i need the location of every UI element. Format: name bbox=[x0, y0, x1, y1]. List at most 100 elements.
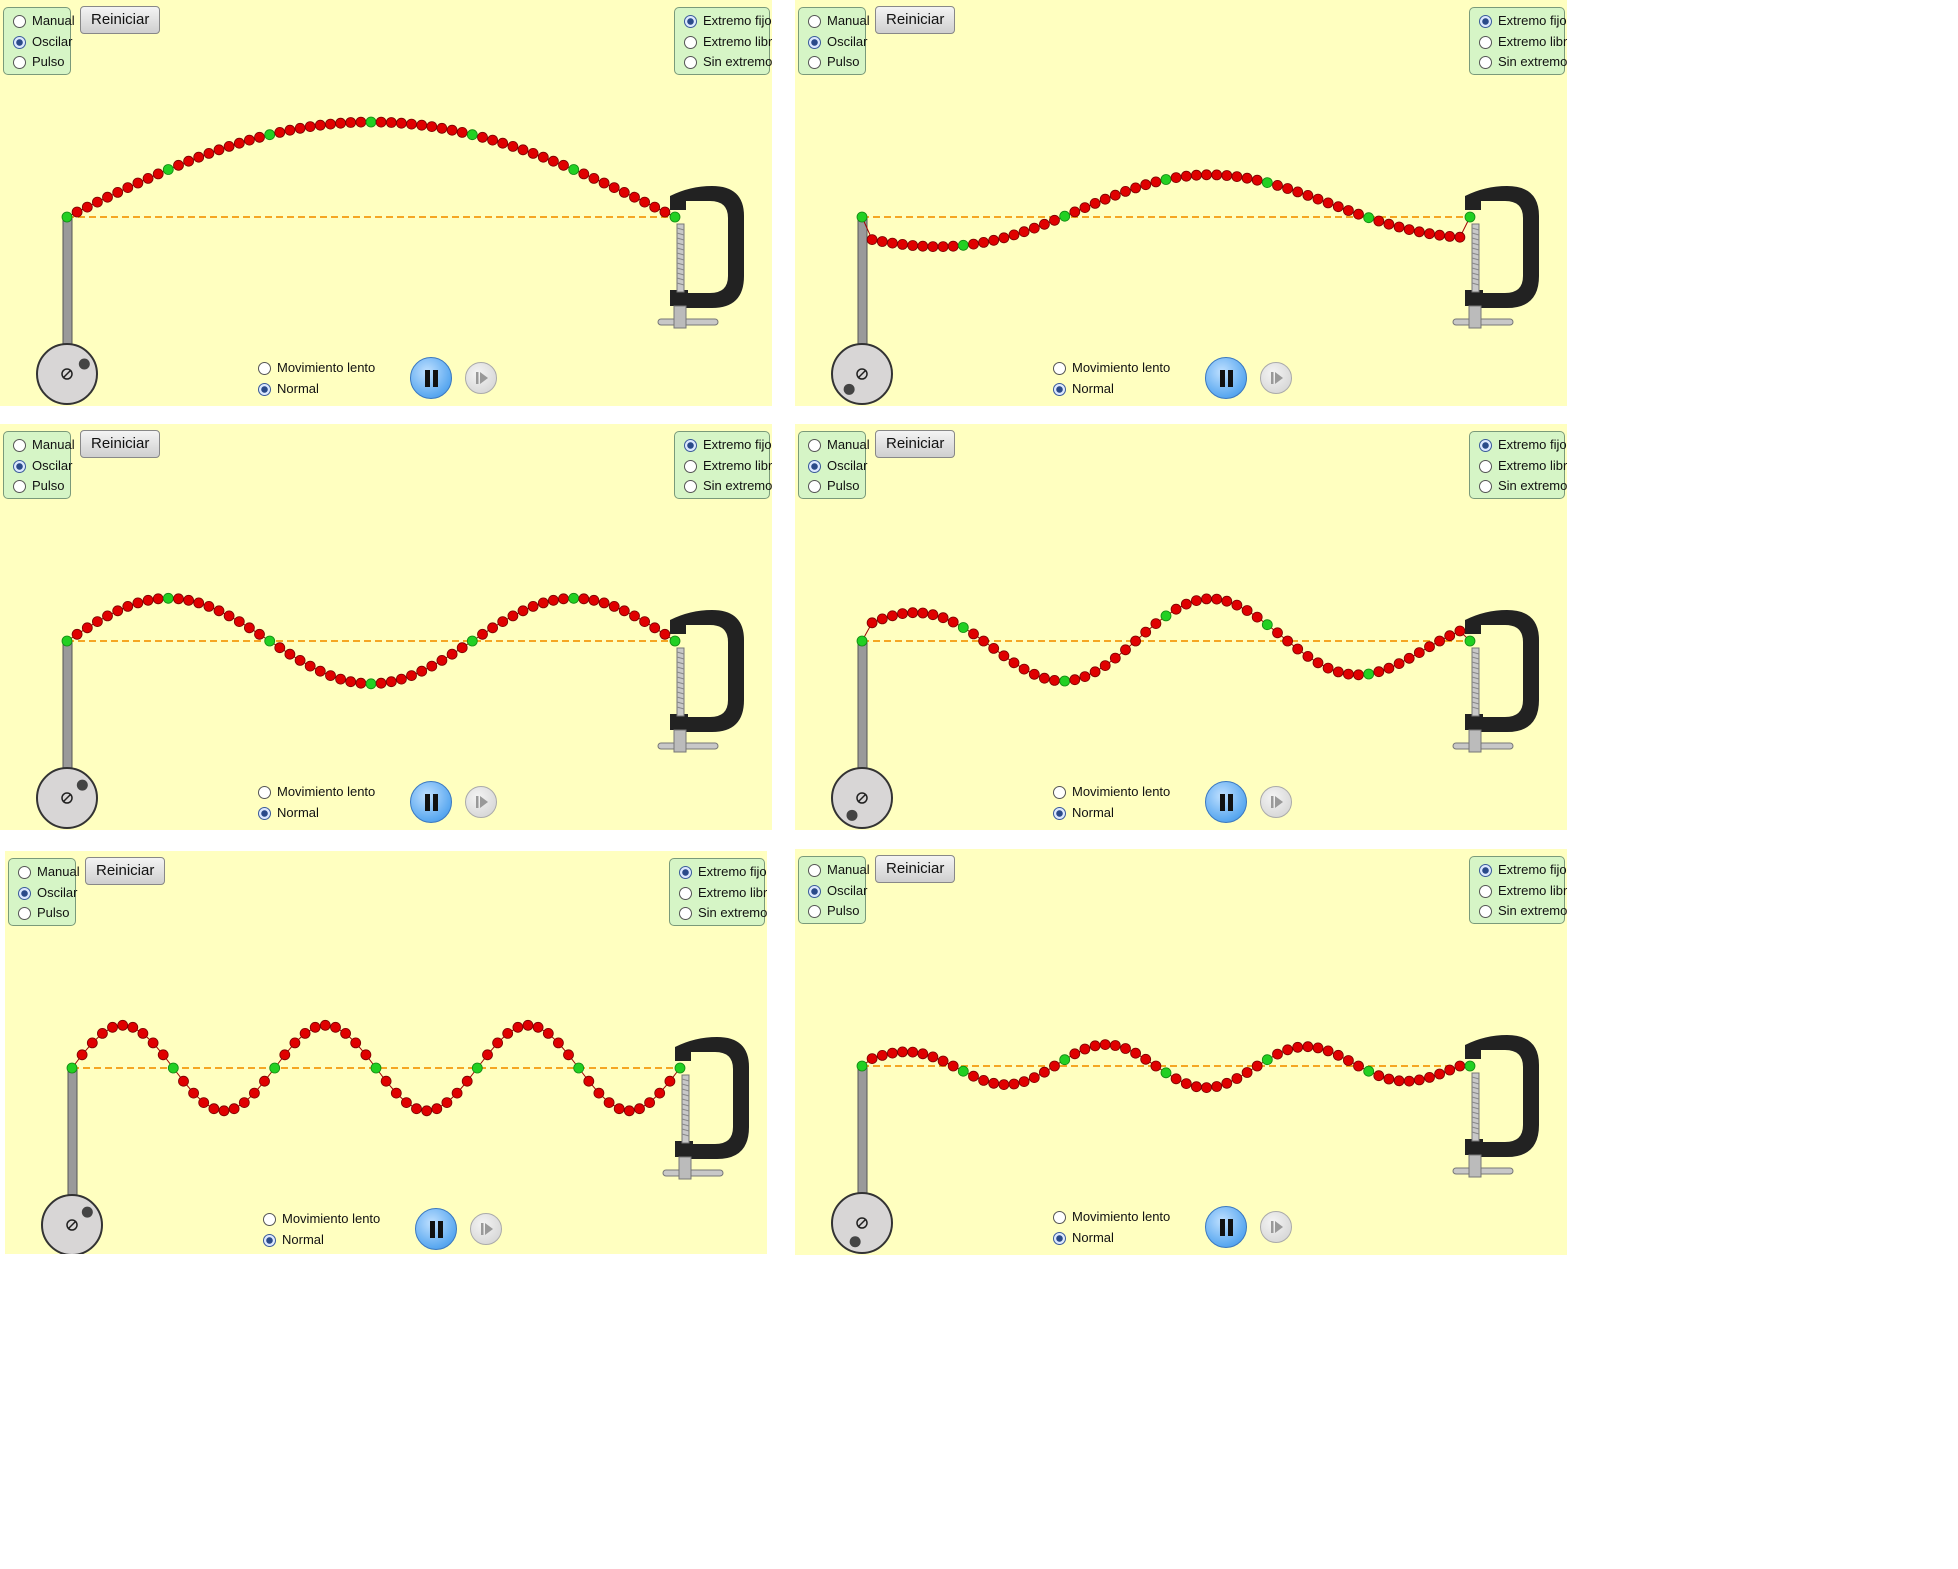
reset-button[interactable]: Reiniciar bbox=[85, 857, 166, 885]
speed-option-slow[interactable]: Movimiento lento bbox=[263, 1211, 380, 1226]
radio-slow-motion[interactable] bbox=[1053, 362, 1066, 375]
mode-option-pulse[interactable]: Pulso bbox=[13, 478, 65, 494]
speed-option-slow[interactable]: Movimiento lento bbox=[1053, 1209, 1170, 1224]
radio-loose-end[interactable] bbox=[679, 887, 692, 900]
radio-manual[interactable] bbox=[13, 439, 26, 452]
speed-option-slow[interactable]: Movimiento lento bbox=[1053, 360, 1170, 375]
step-button[interactable] bbox=[1260, 362, 1292, 394]
radio-oscillate[interactable] bbox=[808, 36, 821, 49]
mode-option-pulse[interactable]: Pulso bbox=[13, 54, 65, 70]
radio-loose-end[interactable] bbox=[684, 460, 697, 473]
speed-option-slow[interactable]: Movimiento lento bbox=[1053, 784, 1170, 799]
radio-pulse[interactable] bbox=[808, 56, 821, 69]
radio-fixed-end[interactable] bbox=[679, 866, 692, 879]
end-option-fixed[interactable]: Extremo fijo bbox=[1479, 13, 1567, 29]
radio-fixed-end[interactable] bbox=[684, 439, 697, 452]
radio-no-end[interactable] bbox=[679, 907, 692, 920]
reset-button[interactable]: Reiniciar bbox=[80, 430, 161, 458]
mode-option-oscillate[interactable]: Oscilar bbox=[18, 885, 77, 901]
mode-option-pulse[interactable]: Pulso bbox=[808, 903, 860, 919]
end-option-loose[interactable]: Extremo libre bbox=[679, 885, 767, 901]
radio-no-end[interactable] bbox=[1479, 480, 1492, 493]
radio-slow-motion[interactable] bbox=[258, 362, 271, 375]
radio-oscillate[interactable] bbox=[18, 887, 31, 900]
pause-button[interactable] bbox=[1205, 1206, 1247, 1248]
radio-fixed-end[interactable] bbox=[1479, 15, 1492, 28]
radio-fixed-end[interactable] bbox=[1479, 864, 1492, 877]
step-button[interactable] bbox=[1260, 786, 1292, 818]
speed-option-slow[interactable]: Movimiento lento bbox=[258, 360, 375, 375]
radio-manual[interactable] bbox=[808, 15, 821, 28]
end-option-none[interactable]: Sin extremo bbox=[684, 54, 772, 70]
end-option-none[interactable]: Sin extremo bbox=[1479, 54, 1567, 70]
radio-fixed-end[interactable] bbox=[1479, 439, 1492, 452]
step-button[interactable] bbox=[465, 786, 497, 818]
step-button[interactable] bbox=[465, 362, 497, 394]
end-option-none[interactable]: Sin extremo bbox=[1479, 903, 1567, 919]
speed-option-normal[interactable]: Normal bbox=[1053, 381, 1114, 396]
radio-no-end[interactable] bbox=[684, 56, 697, 69]
radio-oscillate[interactable] bbox=[808, 460, 821, 473]
radio-slow-motion[interactable] bbox=[263, 1213, 276, 1226]
radio-normal-speed[interactable] bbox=[258, 807, 271, 820]
end-option-none[interactable]: Sin extremo bbox=[1479, 478, 1567, 494]
radio-normal-speed[interactable] bbox=[263, 1234, 276, 1247]
radio-loose-end[interactable] bbox=[684, 36, 697, 49]
speed-option-normal[interactable]: Normal bbox=[258, 381, 319, 396]
step-button[interactable] bbox=[470, 1213, 502, 1245]
mode-option-manual[interactable]: Manual bbox=[13, 13, 75, 29]
end-option-fixed[interactable]: Extremo fijo bbox=[1479, 862, 1567, 878]
mode-option-pulse[interactable]: Pulso bbox=[808, 54, 860, 70]
speed-option-slow[interactable]: Movimiento lento bbox=[258, 784, 375, 799]
speed-option-normal[interactable]: Normal bbox=[263, 1232, 324, 1247]
reset-button[interactable]: Reiniciar bbox=[875, 6, 956, 34]
end-option-fixed[interactable]: Extremo fijo bbox=[684, 437, 772, 453]
reset-button[interactable]: Reiniciar bbox=[875, 430, 956, 458]
mode-option-oscillate[interactable]: Oscilar bbox=[808, 458, 867, 474]
end-option-none[interactable]: Sin extremo bbox=[679, 905, 767, 921]
end-option-loose[interactable]: Extremo libre bbox=[1479, 458, 1567, 474]
reset-button[interactable]: Reiniciar bbox=[80, 6, 161, 34]
mode-option-manual[interactable]: Manual bbox=[808, 13, 870, 29]
radio-slow-motion[interactable] bbox=[1053, 786, 1066, 799]
end-option-none[interactable]: Sin extremo bbox=[684, 478, 772, 494]
radio-pulse[interactable] bbox=[13, 56, 26, 69]
radio-manual[interactable] bbox=[13, 15, 26, 28]
radio-normal-speed[interactable] bbox=[1053, 807, 1066, 820]
pause-button[interactable] bbox=[410, 357, 452, 399]
end-option-loose[interactable]: Extremo libre bbox=[684, 34, 772, 50]
radio-no-end[interactable] bbox=[1479, 56, 1492, 69]
speed-option-normal[interactable]: Normal bbox=[258, 805, 319, 820]
mode-option-manual[interactable]: Manual bbox=[808, 437, 870, 453]
mode-option-manual[interactable]: Manual bbox=[13, 437, 75, 453]
radio-no-end[interactable] bbox=[684, 480, 697, 493]
radio-manual[interactable] bbox=[18, 866, 31, 879]
pause-button[interactable] bbox=[410, 781, 452, 823]
radio-slow-motion[interactable] bbox=[258, 786, 271, 799]
mode-option-manual[interactable]: Manual bbox=[18, 864, 80, 880]
pause-button[interactable] bbox=[1205, 781, 1247, 823]
radio-manual[interactable] bbox=[808, 439, 821, 452]
pause-button[interactable] bbox=[415, 1208, 457, 1250]
reset-button[interactable]: Reiniciar bbox=[875, 855, 956, 883]
mode-option-pulse[interactable]: Pulso bbox=[808, 478, 860, 494]
end-option-fixed[interactable]: Extremo fijo bbox=[684, 13, 772, 29]
radio-normal-speed[interactable] bbox=[1053, 383, 1066, 396]
radio-loose-end[interactable] bbox=[1479, 36, 1492, 49]
radio-oscillate[interactable] bbox=[808, 885, 821, 898]
mode-option-oscillate[interactable]: Oscilar bbox=[808, 34, 867, 50]
radio-fixed-end[interactable] bbox=[684, 15, 697, 28]
radio-pulse[interactable] bbox=[808, 905, 821, 918]
radio-pulse[interactable] bbox=[18, 907, 31, 920]
radio-loose-end[interactable] bbox=[1479, 885, 1492, 898]
radio-pulse[interactable] bbox=[13, 480, 26, 493]
step-button[interactable] bbox=[1260, 1211, 1292, 1243]
speed-option-normal[interactable]: Normal bbox=[1053, 805, 1114, 820]
speed-option-normal[interactable]: Normal bbox=[1053, 1230, 1114, 1245]
mode-option-oscillate[interactable]: Oscilar bbox=[13, 458, 72, 474]
mode-option-manual[interactable]: Manual bbox=[808, 862, 870, 878]
end-option-loose[interactable]: Extremo libre bbox=[1479, 883, 1567, 899]
pause-button[interactable] bbox=[1205, 357, 1247, 399]
mode-option-oscillate[interactable]: Oscilar bbox=[808, 883, 867, 899]
radio-slow-motion[interactable] bbox=[1053, 1211, 1066, 1224]
